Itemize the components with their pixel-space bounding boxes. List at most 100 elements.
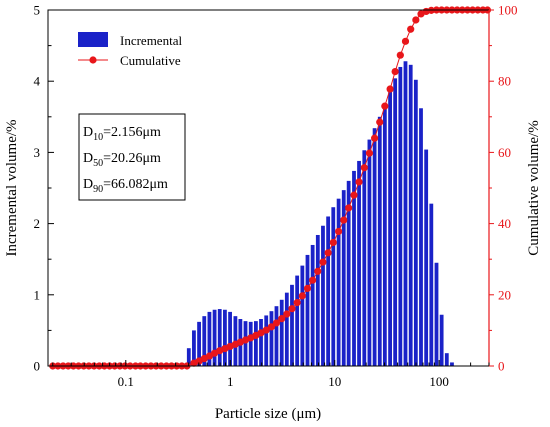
incremental-bar (212, 309, 217, 366)
left-tick-label: 3 (34, 145, 41, 160)
incremental-bar (197, 321, 201, 366)
incremental-bar (444, 353, 449, 366)
left-tick-label: 5 (34, 3, 41, 18)
incremental-bar (264, 315, 269, 366)
right-tick-label: 40 (498, 216, 511, 231)
incremental-bar (202, 316, 207, 366)
left-tick-label: 0 (34, 359, 41, 374)
cumulative-point (324, 249, 332, 257)
x-tick-label: 100 (429, 374, 449, 389)
incremental-bar (352, 170, 356, 366)
incremental-bar (362, 150, 367, 366)
cumulative-point (401, 37, 410, 45)
right-axis-label: Cumulative volume/% (526, 120, 542, 255)
left-tick-label: 4 (34, 74, 41, 89)
x-axis-ticks: 0.1 1 10 100 (52, 360, 490, 389)
left-tick-label: 2 (34, 216, 41, 231)
left-tick-label: 1 (34, 287, 41, 302)
incremental-bar (424, 149, 429, 366)
cumulative-point (386, 85, 394, 93)
incremental-bar (228, 311, 232, 366)
incremental-bar (248, 321, 253, 366)
right-axis-ticks: 0 20 40 60 80 100 (489, 3, 518, 374)
incremental-bar (326, 216, 331, 366)
incremental-bar (450, 362, 454, 366)
x-tick-label: 0.1 (118, 374, 134, 389)
incremental-bar (300, 265, 305, 366)
cumulative-point (262, 326, 270, 334)
cumulative-point (309, 276, 317, 284)
cumulative-point (293, 299, 301, 307)
cumulative-point (355, 178, 363, 186)
legend-incremental-swatch (78, 32, 108, 47)
incremental-bar (186, 348, 191, 366)
x-tick-label: 1 (227, 374, 234, 389)
legend-incremental-label: Incremental (120, 33, 182, 48)
incremental-bar (357, 160, 361, 366)
incremental-bars (186, 61, 454, 367)
incremental-bar (259, 319, 263, 366)
incremental-bar (372, 128, 377, 366)
legend-cumulative-marker (89, 56, 97, 64)
cumulative-point (396, 51, 404, 59)
left-axis-label: Incremental volume/% (4, 119, 20, 256)
cumulative-point (335, 227, 343, 236)
incremental-bar (310, 244, 315, 366)
incremental-bar (429, 203, 434, 366)
incremental-bar (377, 116, 382, 366)
incremental-bar (419, 108, 423, 366)
cumulative-point (407, 25, 415, 33)
incremental-bar (254, 321, 258, 366)
left-axis-ticks: 0 1 2 3 4 5 (34, 3, 54, 374)
incremental-bar (284, 292, 289, 366)
incremental-bar (331, 207, 336, 366)
cumulative-point (350, 191, 358, 199)
x-axis-label: Particle size (μm) (215, 406, 321, 422)
cumulative-point (340, 216, 348, 224)
incremental-bar (290, 284, 294, 366)
cumulative-point (360, 164, 368, 172)
right-tick-label: 100 (498, 3, 518, 18)
incremental-bar (346, 180, 351, 366)
incremental-bar (439, 314, 444, 366)
cumulative-point (371, 134, 379, 142)
cumulative-point (381, 102, 389, 110)
cumulative-point (365, 149, 374, 157)
cumulative-point (314, 267, 322, 275)
cumulative-point (283, 310, 291, 318)
cumulative-point (278, 315, 286, 323)
d-values-frame (78, 113, 186, 201)
right-tick-label: 20 (498, 287, 511, 302)
x-tick-label: 10 (328, 374, 341, 389)
incremental-bar (279, 299, 284, 366)
incremental-bar (382, 103, 387, 366)
incremental-bar (274, 306, 279, 366)
right-tick-label: 0 (498, 359, 505, 374)
incremental-bar (217, 309, 222, 366)
cumulative-point (272, 319, 281, 327)
incremental-bar (434, 262, 439, 366)
incremental-bar (393, 78, 398, 366)
cumulative-point (345, 204, 353, 212)
incremental-bar (388, 91, 392, 367)
incremental-bar (223, 309, 227, 366)
incremental-bar (321, 225, 325, 366)
d50-label: D50=20.26μm (83, 151, 161, 169)
cumulative-point (267, 323, 276, 331)
incremental-bar (367, 139, 372, 366)
incremental-bar (403, 61, 408, 366)
incremental-bar (315, 234, 320, 366)
incremental-bar (341, 190, 346, 366)
cumulative-point (329, 238, 337, 247)
d10-label: D10=2.156μm (83, 125, 161, 143)
right-tick-label: 60 (498, 145, 511, 160)
incremental-bar (295, 275, 300, 366)
d-values-box: D10=2.156μm D50=20.26μm D90=66.082μm (78, 113, 186, 201)
incremental-bar (336, 198, 341, 366)
incremental-bar (408, 64, 413, 366)
cumulative-point (303, 284, 312, 292)
legend-cumulative-label: Cumulative (120, 53, 181, 68)
incremental-bar (207, 311, 212, 366)
cumulative-point (298, 292, 306, 300)
cumulative-point (391, 67, 399, 76)
